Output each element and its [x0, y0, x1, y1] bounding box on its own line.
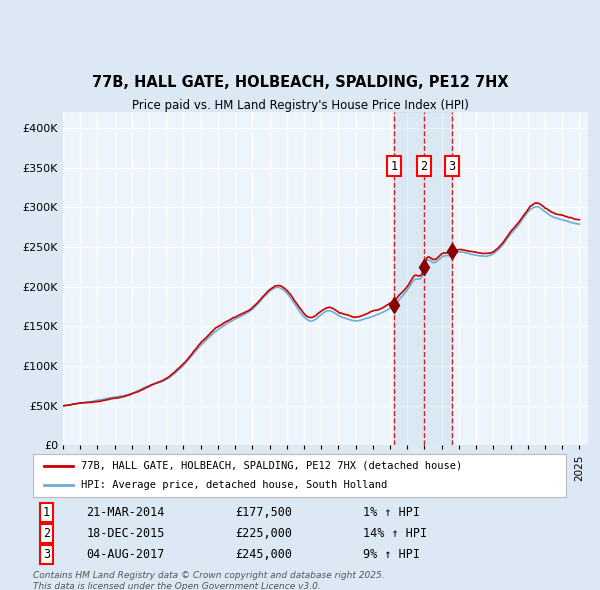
Text: 1: 1 — [390, 159, 397, 172]
Text: 3: 3 — [448, 159, 455, 172]
Text: £177,500: £177,500 — [235, 506, 292, 519]
Text: 04-AUG-2017: 04-AUG-2017 — [86, 548, 164, 561]
Text: 14% ↑ HPI: 14% ↑ HPI — [364, 527, 427, 540]
Text: 1: 1 — [43, 506, 50, 519]
Bar — [394, 112, 452, 445]
Text: HPI: Average price, detached house, South Holland: HPI: Average price, detached house, Sout… — [81, 480, 387, 490]
Text: 77B, HALL GATE, HOLBEACH, SPALDING, PE12 7HX (detached house): 77B, HALL GATE, HOLBEACH, SPALDING, PE12… — [81, 461, 462, 471]
Text: £225,000: £225,000 — [235, 527, 292, 540]
Text: £245,000: £245,000 — [235, 548, 292, 561]
Text: 2: 2 — [43, 527, 50, 540]
Text: 1% ↑ HPI: 1% ↑ HPI — [364, 506, 421, 519]
Text: 9% ↑ HPI: 9% ↑ HPI — [364, 548, 421, 561]
Text: Price paid vs. HM Land Registry's House Price Index (HPI): Price paid vs. HM Land Registry's House … — [131, 99, 469, 112]
Text: 77B, HALL GATE, HOLBEACH, SPALDING, PE12 7HX: 77B, HALL GATE, HOLBEACH, SPALDING, PE12… — [92, 75, 508, 90]
Text: 18-DEC-2015: 18-DEC-2015 — [86, 527, 164, 540]
Text: 2: 2 — [420, 159, 427, 172]
Text: 3: 3 — [43, 548, 50, 561]
Text: 21-MAR-2014: 21-MAR-2014 — [86, 506, 164, 519]
Text: Contains HM Land Registry data © Crown copyright and database right 2025.
This d: Contains HM Land Registry data © Crown c… — [33, 571, 385, 590]
